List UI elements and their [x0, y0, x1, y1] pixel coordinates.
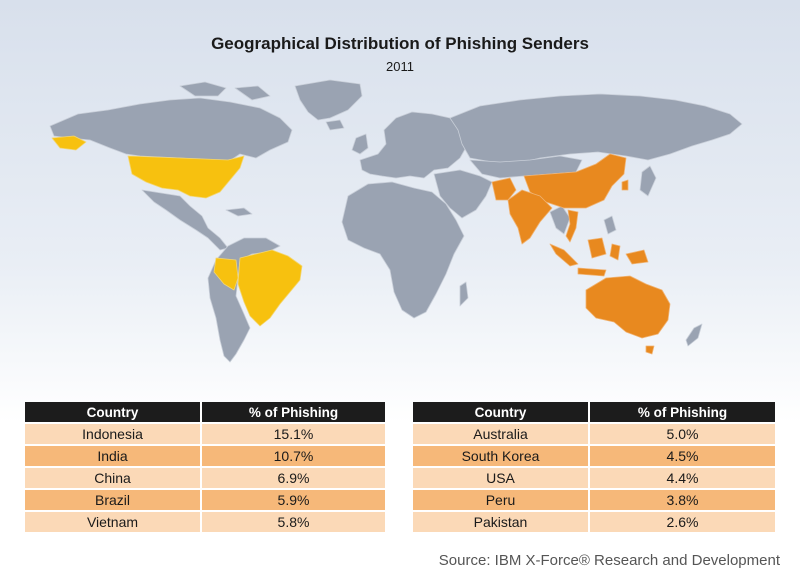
country-cell: USA [413, 466, 589, 489]
landmass-europe [359, 111, 469, 179]
country-cell: Vietnam [25, 510, 201, 532]
landmass-arctic-islands [179, 81, 227, 97]
phishing-table-left: Country % of Phishing Indonesia 15.1% In… [25, 402, 385, 532]
country-australia [585, 275, 671, 339]
country-australia-tasmania [645, 345, 655, 355]
source-credit: Source: IBM X-Force® Research and Develo… [438, 552, 780, 569]
table-header-row: Country % of Phishing [413, 402, 775, 423]
country-usa [127, 155, 245, 199]
percent-cell: 5.9% [200, 488, 385, 511]
percent-cell: 4.4% [588, 466, 775, 489]
percent-cell: 15.1% [200, 422, 385, 445]
landmass-canada [49, 97, 293, 163]
country-cell: China [25, 466, 201, 489]
landmass-madagascar [459, 281, 469, 307]
column-header-percent: % of Phishing [588, 402, 775, 423]
country-vietnam [565, 209, 579, 243]
map-title: Geographical Distribution of Phishing Se… [211, 34, 589, 53]
percent-cell: 3.8% [588, 488, 775, 511]
country-cell: Peru [413, 488, 589, 511]
landmass-mexico [141, 189, 229, 251]
landmass-arctic-islands-2 [234, 85, 271, 101]
table-row: India 10.7% [25, 444, 385, 467]
table-row: South Korea 4.5% [413, 444, 775, 467]
country-cell: South Korea [413, 444, 589, 467]
country-brazil [237, 249, 303, 327]
percent-cell: 10.7% [200, 444, 385, 467]
country-usa-alaska [51, 135, 87, 151]
landmass-se-asia [549, 205, 571, 235]
country-indonesia-papua [625, 249, 649, 265]
landmass-uk [351, 133, 369, 155]
table-row: Brazil 5.9% [25, 488, 385, 511]
landmass-new-zealand [685, 323, 703, 347]
country-indonesia-borneo [587, 237, 607, 259]
table-row: China 6.9% [25, 466, 385, 489]
landmass-middle-east [433, 169, 493, 219]
percent-cell: 4.5% [588, 444, 775, 467]
country-indonesia-sumatra [549, 243, 579, 267]
landmass-russia [449, 93, 743, 165]
landmass-japan [639, 165, 657, 197]
country-cell: India [25, 444, 201, 467]
percent-cell: 2.6% [588, 510, 775, 532]
column-header-percent: % of Phishing [200, 402, 385, 423]
country-cell: Australia [413, 422, 589, 445]
country-south-korea [621, 179, 629, 191]
phishing-table-right: Country % of Phishing Australia 5.0% Sou… [413, 402, 775, 532]
country-cell: Pakistan [413, 510, 589, 532]
landmass-africa [341, 181, 465, 319]
country-indonesia-sulawesi [609, 243, 621, 261]
table-row: Peru 3.8% [413, 488, 775, 511]
column-header-country: Country [25, 402, 201, 423]
landmass-philippines [603, 215, 617, 235]
table-row: Australia 5.0% [413, 422, 775, 445]
landmass-caribbean [225, 207, 253, 217]
country-china [523, 153, 627, 209]
country-cell: Brazil [25, 488, 201, 511]
table-row: USA 4.4% [413, 466, 775, 489]
table-header-row: Country % of Phishing [25, 402, 385, 423]
percent-cell: 5.8% [200, 510, 385, 532]
percent-cell: 6.9% [200, 466, 385, 489]
country-peru [213, 257, 239, 291]
country-pakistan [491, 177, 517, 201]
table-row: Vietnam 5.8% [25, 510, 385, 532]
table-row: Pakistan 2.6% [413, 510, 775, 532]
table-row: Indonesia 15.1% [25, 422, 385, 445]
country-cell: Indonesia [25, 422, 201, 445]
country-indonesia-java [577, 267, 607, 277]
landmass-iceland [325, 119, 345, 131]
map-subtitle: 2011 [386, 59, 414, 74]
world-map [49, 79, 743, 363]
percent-cell: 5.0% [588, 422, 775, 445]
column-header-country: Country [413, 402, 589, 423]
country-india [507, 189, 553, 245]
landmass-greenland [294, 79, 363, 121]
